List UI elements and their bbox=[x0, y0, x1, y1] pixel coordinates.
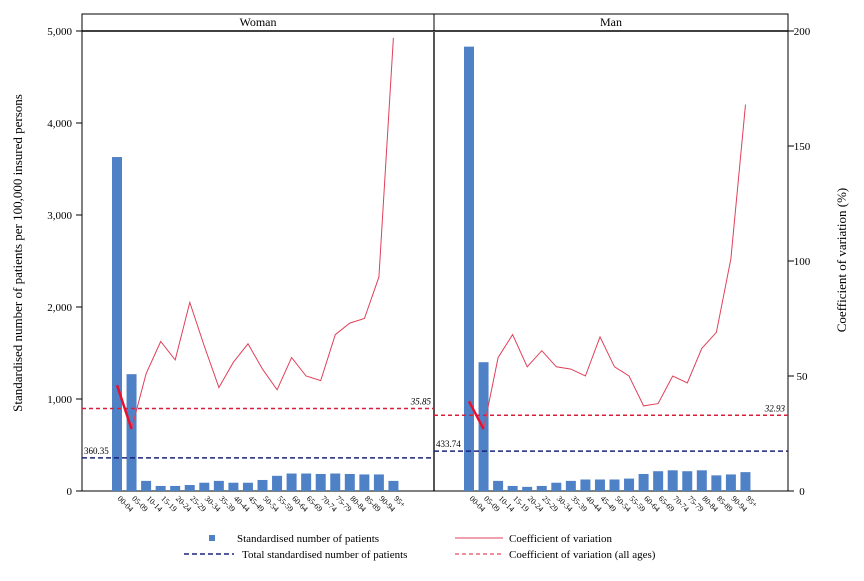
bar-man-75-79 bbox=[682, 471, 693, 491]
bar-man-20-24 bbox=[522, 486, 533, 491]
bar-woman-45-49 bbox=[242, 482, 253, 491]
cv-highlight-woman bbox=[115, 384, 133, 430]
legend: Standardised number of patients Coeffici… bbox=[184, 533, 656, 561]
legend-label-patients: Standardised number of patients bbox=[237, 533, 379, 545]
bar-woman-30-34 bbox=[199, 482, 210, 491]
y-left-tick-label-2000: 2,000 bbox=[47, 302, 72, 314]
y-left-tick-label-1000: 1,000 bbox=[47, 394, 72, 406]
bar-woman-35-39 bbox=[213, 480, 224, 491]
legend-swatch-patients bbox=[209, 535, 215, 541]
bar-man-85-89 bbox=[711, 475, 722, 491]
y-right-tick-label-150: 150 bbox=[794, 141, 811, 153]
bar-man-65-69 bbox=[653, 471, 664, 491]
bar-man-80-84 bbox=[696, 470, 707, 491]
cv-all-label-man: 32.93 bbox=[764, 403, 786, 413]
y-right-tick-label-0: 0 bbox=[799, 486, 805, 498]
axes-layer: 00-0405-0910-1415-1920-2425-2930-3435-39… bbox=[47, 26, 811, 514]
total-patients-label-man: 433.74 bbox=[436, 439, 461, 449]
bar-woman-05-09 bbox=[126, 374, 137, 491]
panel-title-woman: Woman bbox=[239, 15, 276, 29]
bar-man-50-54 bbox=[609, 479, 620, 491]
bar-woman-80-84 bbox=[344, 473, 355, 491]
cv-line-woman bbox=[116, 37, 394, 431]
bar-woman-25-29 bbox=[184, 485, 195, 491]
legend-label-total: Total standardised number of patients bbox=[242, 549, 407, 561]
bar-man-90-94 bbox=[725, 474, 736, 491]
y-right-axis-title: Coefficient of variation (%) bbox=[834, 188, 849, 333]
bar-man-15-19 bbox=[507, 485, 518, 491]
bar-man-10-14 bbox=[493, 480, 504, 491]
bar-man-40-44 bbox=[580, 479, 591, 491]
cv-highlight-man bbox=[467, 400, 485, 430]
bar-man-60-64 bbox=[638, 473, 649, 491]
cv-line-man bbox=[468, 104, 746, 431]
legend-label-cv-all: Coefficient of variation (all ages) bbox=[509, 549, 656, 561]
frame-layer: Woman Man bbox=[81, 13, 789, 492]
total-patients-label-woman: 360.35 bbox=[84, 446, 109, 456]
y-right-tick-label-200: 200 bbox=[794, 26, 811, 38]
bar-woman-10-14 bbox=[141, 480, 152, 491]
bar-woman-55-59 bbox=[272, 475, 283, 491]
y-left-tick-label-4000: 4,000 bbox=[47, 118, 72, 130]
bar-woman-00-04 bbox=[112, 157, 122, 492]
bar-man-45-49 bbox=[594, 479, 605, 491]
bar-man-70-74 bbox=[667, 470, 678, 491]
y-right-tick-label-100: 100 bbox=[794, 256, 811, 268]
bar-man-95+ bbox=[740, 472, 751, 491]
bar-woman-15-19 bbox=[155, 485, 166, 491]
bar-man-35-39 bbox=[565, 480, 576, 491]
bar-woman-50-54 bbox=[257, 479, 268, 491]
y-left-axis-title: Standardised number of patients per 100,… bbox=[10, 94, 25, 412]
bars-layer bbox=[112, 46, 751, 492]
bar-man-00-04 bbox=[464, 46, 474, 491]
y-left-tick-label-0: 0 bbox=[67, 486, 73, 498]
bar-woman-90-94 bbox=[373, 474, 384, 491]
y-right-tick-label-50: 50 bbox=[797, 371, 809, 383]
bar-woman-95+ bbox=[388, 480, 399, 491]
cv-all-label-woman: 35.85 bbox=[410, 397, 432, 407]
bar-woman-70-74 bbox=[315, 473, 326, 491]
bar-woman-20-24 bbox=[170, 485, 181, 491]
bar-woman-65-69 bbox=[301, 473, 312, 491]
y-left-tick-label-5000: 5,000 bbox=[47, 26, 72, 38]
bar-woman-60-64 bbox=[286, 473, 297, 491]
bar-man-25-29 bbox=[536, 485, 547, 491]
lines-layer: 360.35 35.85 433.74 32.93 bbox=[82, 37, 788, 459]
bar-man-30-34 bbox=[551, 482, 562, 491]
y-left-tick-label-3000: 3,000 bbox=[47, 210, 72, 222]
bar-woman-75-79 bbox=[330, 473, 341, 491]
panel-title-man: Man bbox=[600, 15, 622, 29]
bar-man-55-59 bbox=[624, 478, 635, 491]
bar-woman-40-44 bbox=[228, 482, 239, 491]
bar-woman-85-89 bbox=[359, 474, 370, 491]
legend-label-cv: Coefficient of variation bbox=[509, 533, 613, 545]
